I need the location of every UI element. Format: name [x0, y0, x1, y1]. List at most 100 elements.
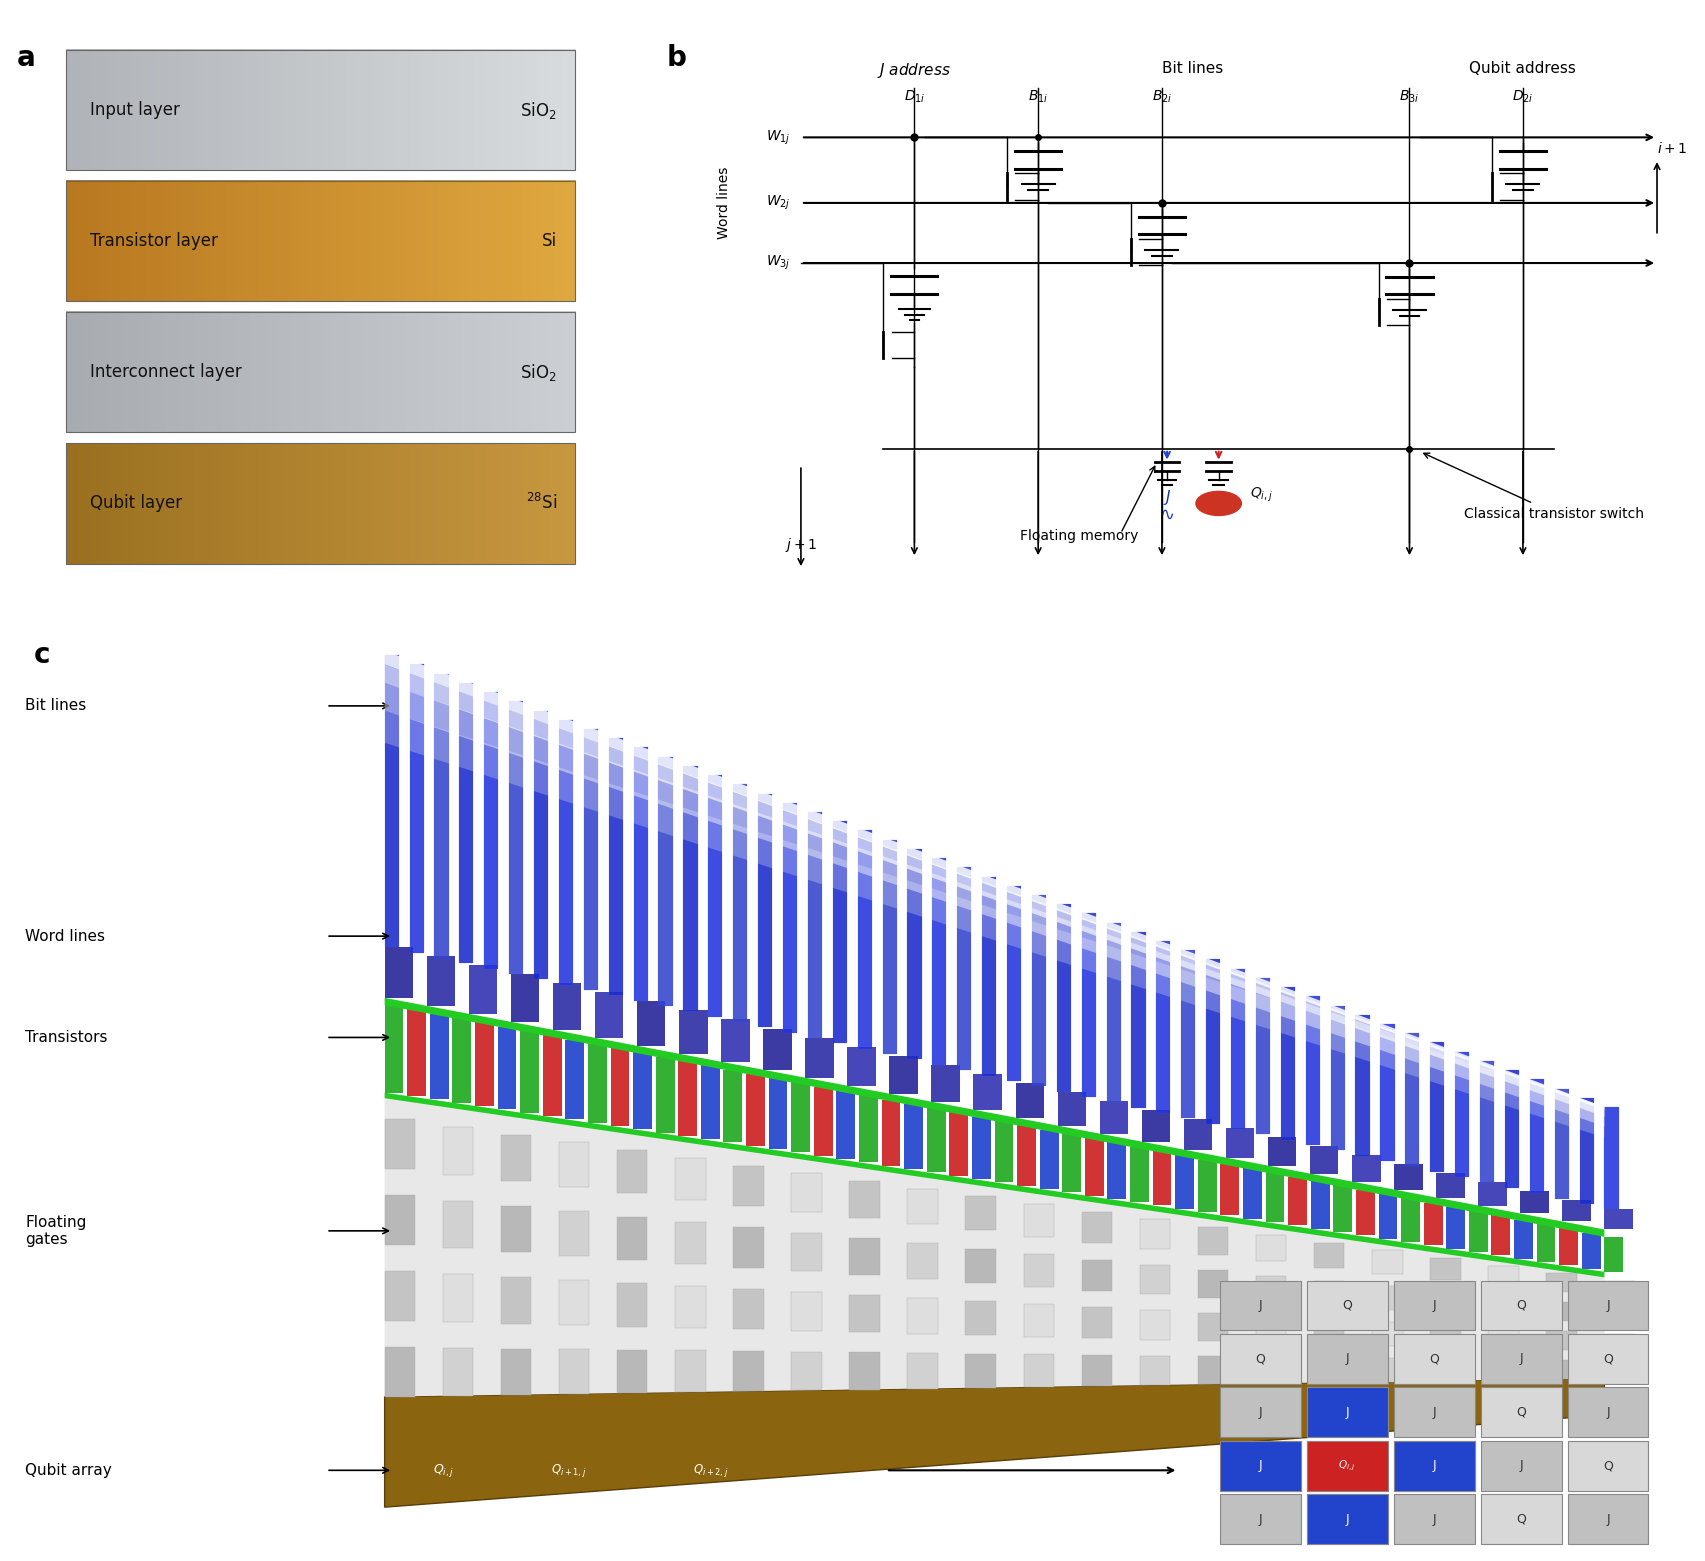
Polygon shape: [974, 1074, 1003, 1110]
Polygon shape: [1536, 1224, 1555, 1261]
Text: Word lines: Word lines: [716, 167, 730, 239]
Polygon shape: [1205, 960, 1221, 1124]
Polygon shape: [385, 948, 413, 997]
Polygon shape: [1081, 1355, 1112, 1386]
Polygon shape: [907, 1244, 938, 1278]
Polygon shape: [1488, 1360, 1519, 1380]
Polygon shape: [1604, 1335, 1635, 1352]
Text: J: J: [1345, 1406, 1349, 1419]
Bar: [1395, 1335, 1475, 1383]
Polygon shape: [559, 1211, 590, 1257]
Polygon shape: [849, 1238, 880, 1275]
Polygon shape: [1379, 1194, 1398, 1239]
Polygon shape: [409, 665, 423, 952]
Bar: [1395, 1441, 1475, 1491]
Text: ∿: ∿: [1159, 506, 1175, 523]
Polygon shape: [501, 1277, 532, 1324]
Polygon shape: [679, 1010, 708, 1054]
Polygon shape: [1139, 1264, 1170, 1294]
Polygon shape: [498, 1027, 517, 1110]
Polygon shape: [1081, 1211, 1112, 1243]
Bar: [65, 443, 575, 564]
Polygon shape: [858, 830, 871, 1049]
Bar: [1567, 1388, 1649, 1438]
Polygon shape: [994, 1121, 1013, 1182]
Polygon shape: [675, 1286, 706, 1328]
Polygon shape: [1424, 1202, 1442, 1246]
Polygon shape: [1018, 1125, 1037, 1186]
Polygon shape: [733, 1352, 764, 1391]
Polygon shape: [965, 1302, 996, 1335]
Polygon shape: [965, 1353, 996, 1388]
Text: a: a: [17, 44, 36, 72]
Polygon shape: [1430, 1043, 1444, 1172]
Polygon shape: [1139, 1310, 1170, 1339]
Text: Q: Q: [1255, 1352, 1265, 1366]
Text: J: J: [1345, 1352, 1349, 1366]
Polygon shape: [501, 1207, 532, 1252]
Polygon shape: [1373, 1250, 1403, 1274]
Text: $W_{3j}$: $W_{3j}$: [766, 254, 791, 272]
Polygon shape: [1139, 1355, 1170, 1385]
Text: $Q_{i+2,j}$: $Q_{i+2,j}$: [692, 1461, 728, 1478]
Polygon shape: [747, 1074, 766, 1146]
Polygon shape: [675, 1222, 706, 1264]
Text: J: J: [1606, 1513, 1610, 1525]
Polygon shape: [385, 1093, 1604, 1277]
Polygon shape: [1257, 1235, 1286, 1261]
Bar: [1221, 1335, 1301, 1383]
Polygon shape: [1514, 1219, 1533, 1258]
Polygon shape: [1604, 1282, 1635, 1299]
Polygon shape: [385, 651, 1604, 1110]
Polygon shape: [721, 1019, 750, 1061]
Bar: [1480, 1441, 1562, 1491]
Polygon shape: [982, 877, 996, 1076]
Polygon shape: [1257, 977, 1270, 1135]
Bar: [1308, 1335, 1388, 1383]
Bar: [1308, 1441, 1388, 1491]
Text: Input layer: Input layer: [90, 101, 179, 119]
Polygon shape: [385, 665, 1604, 1116]
Text: $B_{1i}$: $B_{1i}$: [1028, 89, 1049, 105]
Polygon shape: [849, 1296, 880, 1333]
Text: J: J: [1606, 1299, 1610, 1311]
Polygon shape: [469, 965, 498, 1013]
Polygon shape: [1199, 1160, 1217, 1213]
Polygon shape: [385, 1005, 404, 1093]
Polygon shape: [638, 1002, 665, 1046]
Text: J: J: [1258, 1460, 1262, 1472]
Bar: [1395, 1441, 1475, 1491]
Polygon shape: [1546, 1360, 1577, 1378]
Polygon shape: [837, 1091, 856, 1160]
Polygon shape: [385, 997, 1604, 1236]
Polygon shape: [1555, 1088, 1569, 1199]
Polygon shape: [1309, 1146, 1338, 1174]
Polygon shape: [430, 1013, 448, 1099]
Polygon shape: [1405, 1033, 1419, 1166]
Text: J: J: [1258, 1513, 1262, 1525]
Polygon shape: [1016, 1083, 1043, 1118]
Polygon shape: [733, 784, 747, 1022]
Polygon shape: [1430, 1291, 1461, 1313]
Polygon shape: [1311, 1182, 1330, 1229]
Polygon shape: [510, 701, 523, 974]
Text: Floating memory: Floating memory: [1020, 529, 1139, 543]
Polygon shape: [1175, 1155, 1194, 1208]
Polygon shape: [385, 1093, 1604, 1397]
Text: Q: Q: [1603, 1460, 1613, 1472]
Polygon shape: [385, 682, 1604, 1127]
Text: J: J: [1432, 1299, 1436, 1311]
Polygon shape: [928, 1108, 946, 1172]
Polygon shape: [1081, 1260, 1112, 1291]
Text: J: J: [1432, 1513, 1436, 1525]
Polygon shape: [1604, 1210, 1633, 1230]
Polygon shape: [1430, 1258, 1461, 1280]
Polygon shape: [1480, 1061, 1494, 1183]
Polygon shape: [1057, 904, 1071, 1091]
Polygon shape: [617, 1283, 648, 1327]
Text: Q: Q: [1255, 1460, 1265, 1472]
Polygon shape: [1199, 1271, 1228, 1299]
Polygon shape: [385, 656, 399, 948]
Polygon shape: [1257, 1316, 1286, 1342]
Polygon shape: [559, 1280, 590, 1325]
